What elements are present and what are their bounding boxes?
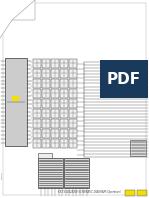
Bar [42,118,49,128]
Bar [51,118,59,128]
Bar [38,153,52,158]
Bar [32,89,41,97]
Bar [100,60,148,98]
Bar [42,89,49,97]
Bar [59,89,67,97]
Bar [51,138,59,148]
Bar [51,98,59,108]
Bar [51,89,59,97]
Bar [42,138,49,148]
Bar [59,78,67,88]
Bar [51,69,59,77]
Bar [42,98,49,108]
Bar [59,98,67,108]
Bar [125,190,135,196]
Bar [69,89,76,97]
Bar [69,69,76,77]
Bar [59,138,67,148]
Bar [32,138,41,148]
Bar [32,98,41,108]
Bar [59,58,67,68]
Bar [51,78,59,88]
Bar [130,140,146,156]
Text: KX-TS3282BXW SCHEMATIC DIAGRAM (Operation): KX-TS3282BXW SCHEMATIC DIAGRAM (Operatio… [59,190,121,194]
Bar [42,78,49,88]
Bar [42,69,49,77]
Bar [51,129,59,137]
Bar [64,158,89,188]
Bar [38,158,63,188]
Bar [12,96,19,101]
Bar [59,129,67,137]
Bar [32,118,41,128]
Bar [51,58,59,68]
Bar [32,78,41,88]
Bar [5,58,27,146]
Bar [69,98,76,108]
Bar [42,109,49,117]
Bar [42,129,49,137]
Bar [32,58,41,68]
Bar [51,109,59,117]
Bar [69,129,76,137]
Bar [69,109,76,117]
Bar [59,118,67,128]
Bar [137,190,147,196]
Polygon shape [0,0,35,38]
Bar [32,109,41,117]
Bar [42,58,49,68]
Bar [59,69,67,77]
Bar [69,138,76,148]
Bar [69,118,76,128]
Bar [59,109,67,117]
Text: PDF: PDF [107,71,141,87]
Bar [69,78,76,88]
Bar [32,69,41,77]
Text: KX-TS3282: KX-TS3282 [1,171,3,179]
Bar [69,58,76,68]
Bar [32,129,41,137]
